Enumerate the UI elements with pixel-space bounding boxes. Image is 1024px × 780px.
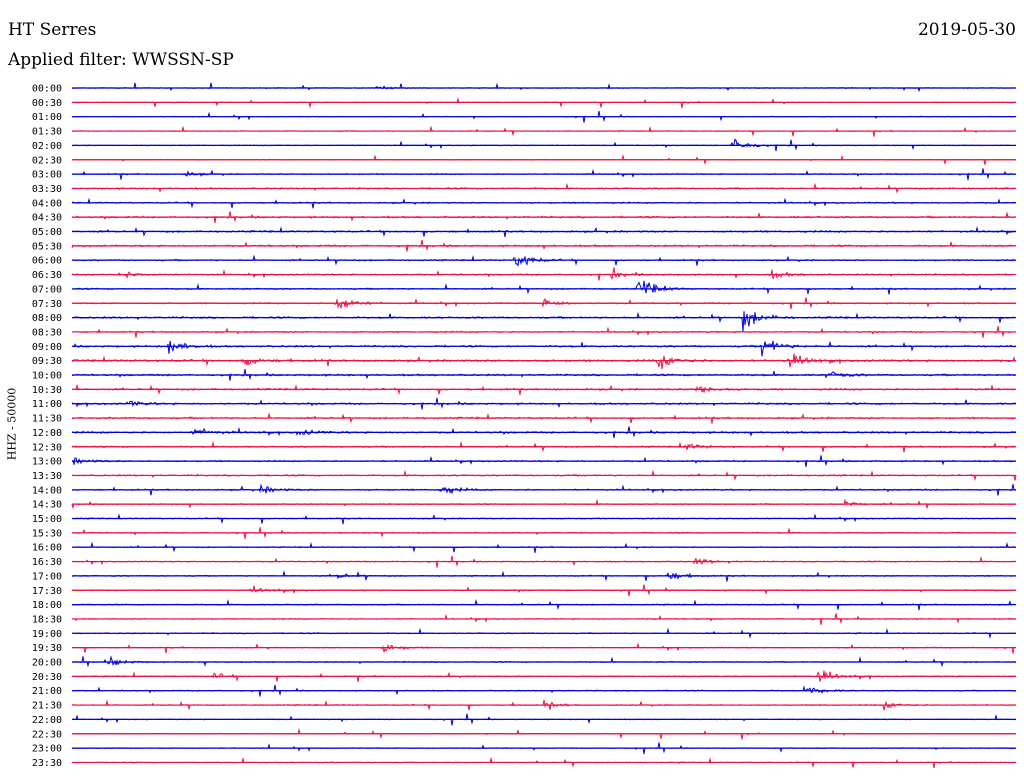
row-time-label: 03:30 (32, 184, 62, 195)
trace-row (71, 642, 1016, 654)
row-time-label: 00:30 (32, 98, 62, 109)
trace-row (71, 353, 1017, 370)
row-time-label: 09:30 (32, 356, 62, 367)
row-time-label: 11:30 (32, 414, 62, 425)
trace-row (71, 340, 1017, 357)
trace-row (71, 97, 1017, 109)
row-time-label: 15:30 (32, 528, 62, 539)
trace-row (71, 383, 1017, 396)
row-time-label: 08:00 (32, 313, 62, 324)
row-time-label: 12:00 (32, 428, 62, 439)
trace-row (72, 570, 1017, 582)
row-time-label: 22:30 (32, 729, 62, 740)
row-time-label: 15:00 (32, 514, 62, 525)
row-time-label: 02:30 (32, 155, 62, 166)
trace-row (71, 655, 1017, 668)
row-time-label: 06:30 (32, 270, 62, 281)
row-time-label: 13:30 (32, 471, 62, 482)
row-time-label: 22:00 (32, 715, 62, 726)
trace-row (71, 267, 1017, 281)
row-time-label: 00:00 (32, 84, 62, 95)
trace-row (71, 598, 1017, 611)
row-time-label: 13:00 (32, 457, 62, 468)
row-time-label: 04:30 (32, 213, 62, 224)
row-time-label: 05:30 (32, 241, 62, 252)
row-time-label: 10:30 (32, 385, 62, 396)
row-time-label: 20:00 (32, 658, 62, 669)
row-time-label: 06:00 (32, 256, 62, 267)
row-time-label: 23:00 (32, 744, 62, 755)
row-time-label: 17:00 (32, 571, 62, 582)
row-time-label: 04:00 (32, 198, 62, 209)
row-time-label: 07:00 (32, 284, 62, 295)
row-time-label: 07:30 (32, 299, 62, 310)
station-title: HT Serres (8, 20, 97, 40)
trace-row (71, 311, 1017, 333)
row-time-label: 16:00 (32, 543, 62, 554)
trace-row (71, 412, 1017, 424)
row-time-label: 03:00 (32, 170, 62, 181)
trace-row (71, 226, 1017, 238)
row-time-label: 20:30 (32, 672, 62, 683)
trace-row (72, 513, 1017, 525)
trace-row (71, 154, 1017, 166)
seismic-traces (71, 82, 1017, 769)
row-time-label: 01:00 (32, 112, 62, 123)
trace-row (71, 125, 1016, 137)
trace-row (71, 254, 1017, 267)
date-label: 2019-05-30 (917, 20, 1016, 40)
trace-row (71, 728, 1017, 740)
row-time-label: 11:00 (32, 399, 62, 410)
row-labels: 00:00 00:30 01:00 01:30 02:00 02:30 03:00 03:30… (32, 84, 62, 769)
trace-row (71, 280, 1017, 295)
row-time-label: 21:00 (32, 686, 62, 697)
row-time-label: 16:30 (32, 557, 62, 568)
row-time-label: 21:30 (32, 701, 62, 712)
row-time-label: 19:30 (32, 643, 62, 654)
row-time-label: 23:30 (32, 758, 62, 769)
row-time-label: 14:30 (32, 500, 62, 511)
row-time-label: 18:30 (32, 614, 62, 625)
row-time-label: 08:30 (32, 327, 62, 338)
trace-row (72, 82, 1017, 93)
trace-row (71, 440, 1017, 453)
row-time-label: 17:30 (32, 586, 62, 597)
row-time-label: 02:00 (32, 141, 62, 152)
row-time-label: 05:00 (32, 227, 62, 238)
row-time-label: 18:00 (32, 600, 62, 611)
row-time-label: 09:00 (32, 342, 62, 353)
row-time-label: 01:30 (32, 127, 62, 138)
row-time-label: 12:30 (32, 442, 62, 453)
trace-row (71, 756, 1017, 769)
row-time-label: 10:00 (32, 371, 62, 382)
trace-row (71, 541, 1017, 553)
trace-row (71, 197, 1017, 209)
row-time-label: 14:00 (32, 485, 62, 496)
filter-label: Applied filter: WWSSN-SP (8, 50, 234, 70)
row-time-label: 19:00 (32, 629, 62, 640)
